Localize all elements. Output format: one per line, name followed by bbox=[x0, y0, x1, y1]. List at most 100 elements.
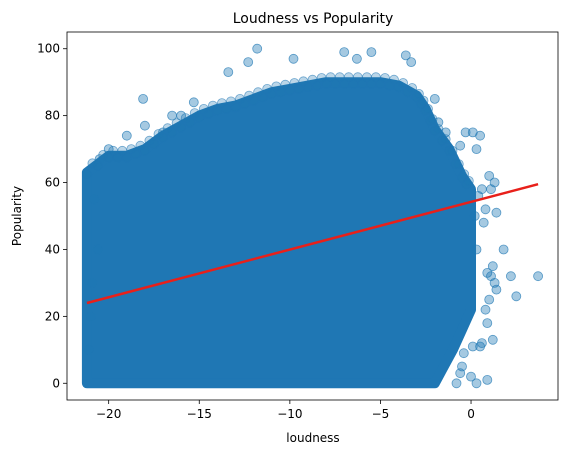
data-point bbox=[459, 169, 470, 180]
data-point bbox=[440, 127, 451, 138]
data-point bbox=[121, 130, 132, 141]
data-point bbox=[121, 152, 132, 163]
data-point bbox=[475, 341, 486, 352]
x-tick-label: −15 bbox=[187, 407, 212, 421]
y-tick-label: 40 bbox=[45, 242, 60, 256]
data-point bbox=[450, 159, 461, 170]
data-point bbox=[427, 114, 438, 124]
data-point bbox=[389, 74, 399, 85]
data-point bbox=[451, 378, 462, 389]
x-tick-label: −10 bbox=[277, 407, 302, 421]
data-point bbox=[103, 144, 114, 155]
data-point bbox=[413, 89, 424, 99]
x-tick-label: −5 bbox=[372, 407, 390, 421]
data-point bbox=[185, 117, 196, 128]
data-point bbox=[87, 277, 98, 288]
data-point bbox=[82, 169, 92, 180]
data-point bbox=[480, 304, 491, 315]
data-point bbox=[366, 47, 377, 57]
y-tick-label: 80 bbox=[45, 109, 60, 123]
data-point bbox=[194, 112, 205, 123]
data-point bbox=[293, 84, 304, 94]
data-point bbox=[458, 348, 469, 359]
x-tick-label: −20 bbox=[96, 407, 121, 421]
y-tick-label: 20 bbox=[45, 309, 60, 323]
data-point bbox=[467, 341, 478, 352]
data-point bbox=[89, 194, 100, 205]
data-point bbox=[275, 87, 286, 98]
scatter-points bbox=[81, 43, 543, 389]
regression-layer bbox=[86, 183, 539, 305]
data-point bbox=[407, 83, 418, 93]
data-point bbox=[398, 78, 409, 88]
data-point bbox=[248, 95, 259, 106]
data-point bbox=[471, 378, 482, 389]
x-axis-label: loudness bbox=[286, 431, 339, 445]
data-point bbox=[167, 110, 178, 121]
data-point bbox=[469, 211, 480, 221]
data-point bbox=[486, 184, 496, 195]
data-point bbox=[480, 204, 491, 215]
data-point bbox=[440, 134, 451, 145]
data-point bbox=[466, 371, 476, 382]
data-point bbox=[418, 95, 429, 106]
data-point bbox=[533, 271, 543, 282]
data-point bbox=[471, 244, 482, 255]
data-point bbox=[158, 127, 168, 138]
data-point bbox=[498, 244, 509, 255]
data-point bbox=[433, 117, 444, 128]
data-point bbox=[491, 207, 502, 218]
data-point bbox=[288, 53, 299, 64]
data-point bbox=[484, 294, 495, 305]
data-point bbox=[467, 127, 478, 138]
data-point bbox=[444, 145, 455, 156]
y-axis-label: Popularity bbox=[10, 186, 24, 246]
data-point bbox=[266, 89, 277, 99]
plot-frame bbox=[66, 31, 559, 401]
data-point bbox=[203, 109, 214, 119]
data-point bbox=[463, 175, 474, 186]
data-point bbox=[230, 100, 241, 111]
data-point bbox=[478, 217, 489, 228]
data-point bbox=[455, 140, 466, 151]
data-point bbox=[138, 94, 149, 104]
data-point bbox=[475, 130, 486, 141]
data-point bbox=[447, 145, 458, 156]
y-tick-label: 100 bbox=[37, 42, 60, 56]
data-point bbox=[130, 149, 141, 160]
data-point bbox=[487, 261, 498, 272]
data-point bbox=[487, 334, 498, 345]
data-point bbox=[176, 110, 187, 121]
data-point bbox=[400, 50, 411, 61]
data-point bbox=[511, 291, 522, 302]
data-point bbox=[484, 170, 495, 181]
regression-line bbox=[86, 183, 539, 305]
data-point bbox=[491, 284, 502, 295]
data-point bbox=[429, 94, 440, 104]
data-point bbox=[339, 47, 350, 57]
data-point bbox=[85, 311, 96, 322]
y-tick-label: 60 bbox=[45, 176, 60, 190]
data-point bbox=[423, 104, 433, 114]
data-point bbox=[167, 127, 178, 138]
y-tick-label: 0 bbox=[52, 376, 60, 390]
data-point bbox=[149, 139, 159, 150]
data-point bbox=[188, 97, 199, 108]
data-point bbox=[482, 374, 493, 385]
data-point bbox=[139, 145, 150, 156]
data-point bbox=[243, 57, 254, 67]
data-point bbox=[460, 127, 471, 138]
x-axis: −20 −15 −10 −5 0 bbox=[96, 400, 475, 421]
data-point bbox=[158, 132, 168, 143]
data-point bbox=[453, 159, 464, 170]
point-cloud bbox=[81, 77, 476, 389]
data-point bbox=[482, 318, 493, 329]
data-point bbox=[87, 158, 98, 169]
data-point bbox=[94, 154, 105, 165]
data-point bbox=[239, 99, 250, 109]
data-point bbox=[176, 122, 187, 133]
chart-title: Loudness vs Popularity bbox=[233, 11, 394, 27]
data-point bbox=[351, 53, 362, 64]
data-point bbox=[471, 144, 482, 155]
